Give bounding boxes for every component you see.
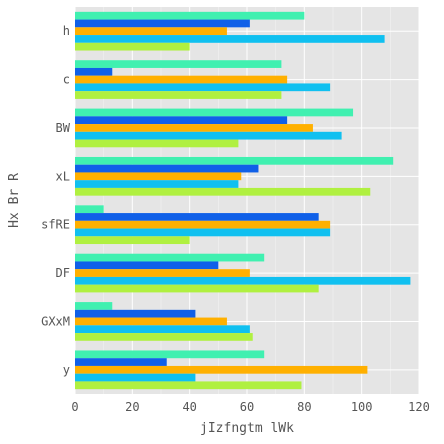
y-axis-label: Hx Br R (7, 173, 22, 228)
bar-DF-3 (75, 269, 250, 277)
y-tick-label: c (63, 73, 70, 87)
x-tick-label: 80 (297, 400, 311, 414)
bar-c-5 (75, 91, 282, 99)
bar-sfRE-3 (75, 220, 331, 229)
bar-GXxM-4 (75, 325, 250, 334)
x-tick-label: 100 (351, 400, 373, 414)
y-tick-label: sfRE (41, 218, 70, 232)
bar-GXxM-2 (75, 309, 196, 318)
bar-GXxM-3 (75, 317, 227, 326)
bar-BW-5 (75, 139, 239, 148)
bar-sfRE-2 (75, 213, 319, 221)
bar-h-5 (75, 42, 190, 51)
bar-sfRE-1 (75, 205, 104, 214)
y-tick-label: y (63, 363, 70, 377)
bar-sfRE-5 (75, 236, 190, 245)
bars (75, 11, 411, 390)
x-tick-label: 60 (240, 400, 254, 414)
bar-DF-2 (75, 261, 219, 270)
bar-y-2 (75, 358, 167, 366)
bar-c-3 (75, 75, 288, 84)
bar-xL-2 (75, 164, 259, 173)
bar-DF-5 (75, 284, 319, 293)
y-tick-label: xL (56, 169, 70, 183)
x-tick-labels: 0 20 40 60 80 100 120 (71, 400, 429, 414)
bar-h-2 (75, 19, 250, 28)
bar-BW-1 (75, 108, 354, 117)
x-axis-label: jIzfngtm lWk (200, 421, 294, 436)
y-tick-labels: h c BW xL sfRE DF GXxM y (41, 24, 71, 377)
x-tick-label: 0 (71, 400, 78, 414)
bar-h-1 (75, 11, 305, 20)
bar-GXxM-1 (75, 302, 113, 310)
bar-BW-2 (75, 116, 288, 125)
y-tick-label: BW (56, 121, 71, 135)
bar-c-1 (75, 60, 282, 68)
bar-c-2 (75, 67, 113, 76)
bar-h-3 (75, 27, 227, 36)
bar-xL-3 (75, 172, 242, 181)
bar-BW-3 (75, 124, 313, 132)
x-tick-label: 20 (125, 400, 139, 414)
bar-GXxM-5 (75, 333, 253, 341)
bar-xL-1 (75, 156, 394, 165)
y-tick-label: h (63, 24, 70, 38)
bar-sfRE-4 (75, 228, 331, 237)
bar-DF-1 (75, 253, 265, 262)
bar-h-4 (75, 35, 385, 43)
bar-y-3 (75, 365, 368, 374)
bar-BW-4 (75, 131, 342, 140)
y-tick-label: GXxM (41, 314, 70, 328)
x-tick-label: 40 (182, 400, 196, 414)
bar-xL-5 (75, 187, 371, 196)
x-tick-label: 120 (408, 400, 430, 414)
bar-y-4 (75, 373, 196, 382)
bar-c-4 (75, 83, 331, 92)
y-tick-label: DF (56, 266, 70, 280)
bar-xL-4 (75, 180, 239, 188)
bar-DF-4 (75, 276, 411, 285)
bar-y-1 (75, 350, 265, 359)
bar-y-5 (75, 381, 302, 390)
